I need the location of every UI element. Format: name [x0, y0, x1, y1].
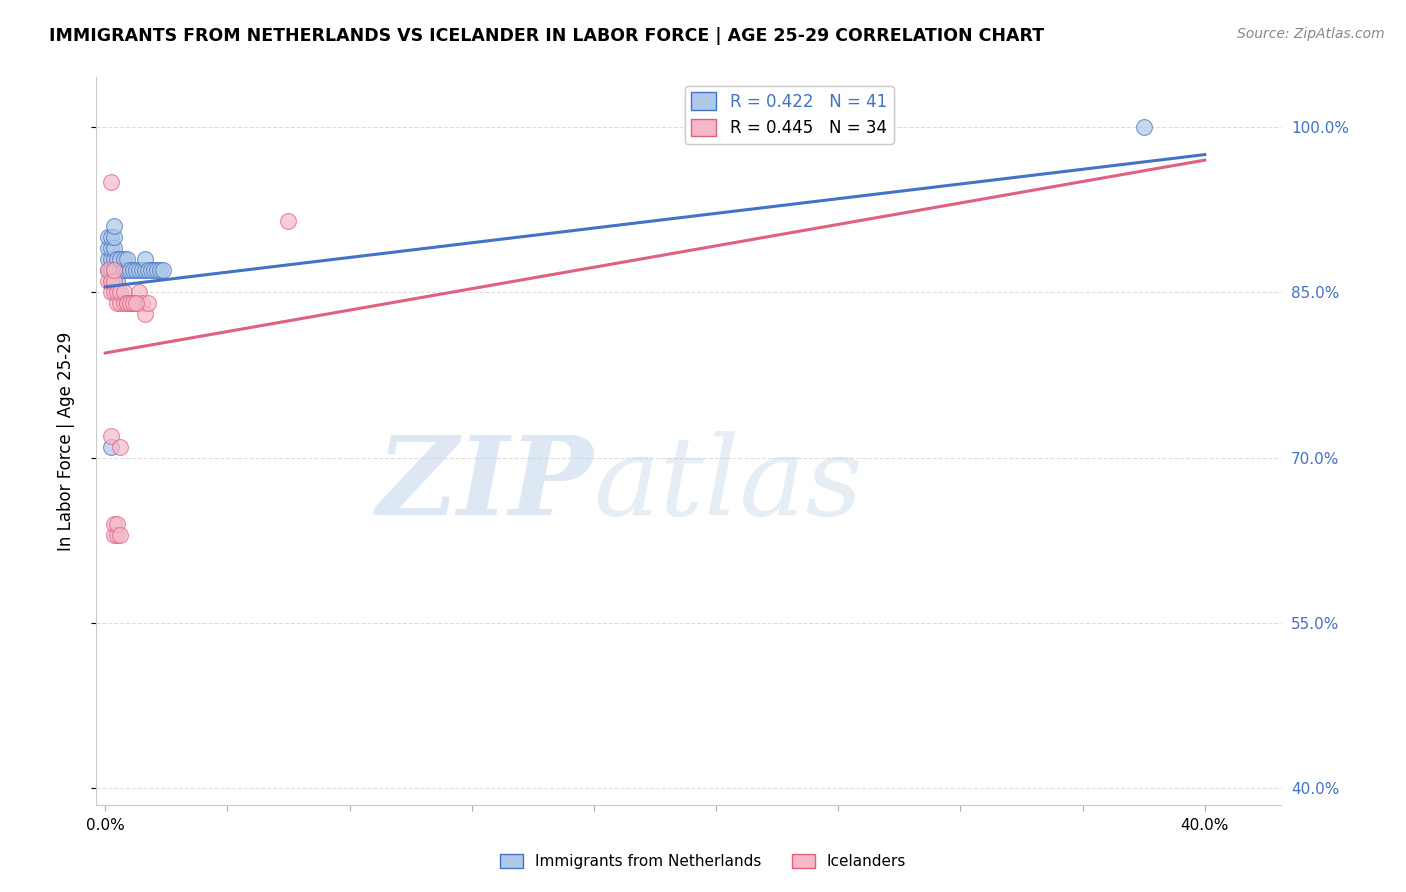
Point [100, 252, 122, 267]
Point [110, 528, 132, 542]
Text: Source: ZipAtlas.com: Source: ZipAtlas.com [1237, 27, 1385, 41]
Point [103, 528, 125, 542]
Point [103, 285, 125, 300]
Point [105, 274, 128, 288]
Point [152, 263, 174, 277]
Point [100, 440, 122, 454]
Point [97, 263, 120, 277]
Point [110, 440, 132, 454]
Point [125, 296, 148, 310]
Legend: Immigrants from Netherlands, Icelanders: Immigrants from Netherlands, Icelanders [494, 848, 912, 875]
Point [115, 296, 138, 310]
Point [103, 263, 125, 277]
Point [131, 263, 153, 277]
Point [100, 263, 122, 277]
Point [110, 252, 132, 267]
Point [118, 296, 141, 310]
Text: atlas: atlas [593, 431, 863, 539]
Point [105, 528, 128, 542]
Point [125, 296, 148, 310]
Point [134, 263, 156, 277]
Text: IMMIGRANTS FROM NETHERLANDS VS ICELANDER IN LABOR FORCE | AGE 25-29 CORRELATION : IMMIGRANTS FROM NETHERLANDS VS ICELANDER… [49, 27, 1045, 45]
Point [100, 230, 122, 244]
Point [136, 296, 159, 310]
Point [103, 252, 125, 267]
Point [121, 263, 143, 277]
Point [125, 263, 148, 277]
Point [146, 263, 169, 277]
Point [100, 241, 122, 255]
Text: 40.0%: 40.0% [1181, 818, 1229, 833]
Point [105, 285, 128, 300]
Point [115, 252, 138, 267]
Point [103, 241, 125, 255]
Point [110, 263, 132, 277]
Point [143, 263, 166, 277]
Point [149, 263, 172, 277]
Point [115, 296, 138, 310]
Point [103, 274, 125, 288]
Point [118, 263, 141, 277]
Point [1132, 120, 1154, 134]
Point [110, 285, 132, 300]
Point [100, 428, 122, 442]
Point [134, 307, 156, 321]
Text: 0.0%: 0.0% [86, 818, 125, 833]
Point [97, 230, 120, 244]
Point [112, 252, 135, 267]
Point [100, 285, 122, 300]
Point [103, 263, 125, 277]
Point [136, 263, 159, 277]
Point [134, 252, 156, 267]
Point [277, 213, 299, 227]
Point [128, 285, 150, 300]
Point [100, 274, 122, 288]
Point [97, 252, 120, 267]
Legend: R = 0.422   N = 41, R = 0.445   N = 34: R = 0.422 N = 41, R = 0.445 N = 34 [685, 86, 894, 144]
Y-axis label: In Labor Force | Age 25-29: In Labor Force | Age 25-29 [58, 332, 75, 550]
Point [112, 263, 135, 277]
Point [139, 263, 162, 277]
Point [128, 263, 150, 277]
Point [100, 274, 122, 288]
Point [103, 516, 125, 531]
Point [103, 230, 125, 244]
Point [110, 296, 132, 310]
Point [97, 241, 120, 255]
Point [105, 263, 128, 277]
Text: ZIP: ZIP [377, 431, 593, 539]
Point [103, 263, 125, 277]
Point [105, 516, 128, 531]
Point [131, 296, 153, 310]
Point [112, 285, 135, 300]
Point [100, 263, 122, 277]
Point [103, 274, 125, 288]
Point [121, 296, 143, 310]
Point [118, 296, 141, 310]
Point [112, 296, 135, 310]
Point [100, 175, 122, 189]
Point [105, 296, 128, 310]
Point [105, 252, 128, 267]
Point [103, 219, 125, 234]
Point [115, 263, 138, 277]
Point [97, 263, 120, 277]
Point [97, 274, 120, 288]
Point [121, 296, 143, 310]
